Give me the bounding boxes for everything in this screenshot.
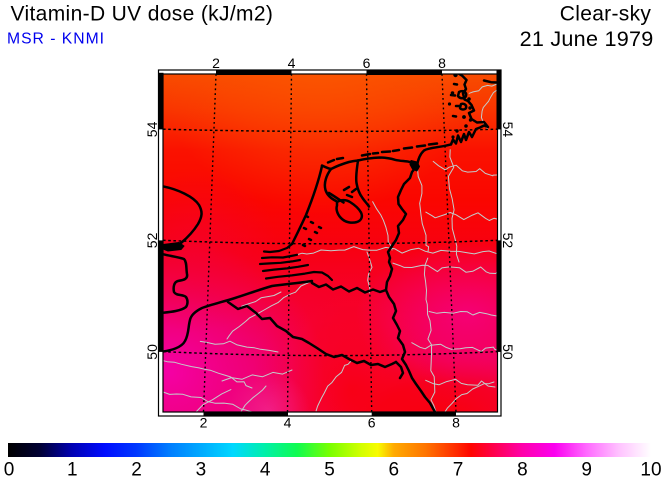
svg-text:10: 10: [640, 460, 661, 480]
svg-text:MSR - KNMI: MSR - KNMI: [7, 30, 105, 47]
svg-text:3: 3: [196, 460, 207, 480]
svg-text:52: 52: [500, 233, 516, 249]
svg-text:6: 6: [389, 460, 400, 480]
svg-text:9: 9: [581, 460, 592, 480]
svg-text:Vitamin-D UV dose (kJ/m2): Vitamin-D UV dose (kJ/m2): [11, 3, 274, 26]
svg-text:1: 1: [67, 460, 78, 480]
svg-text:54: 54: [500, 122, 516, 138]
svg-text:52: 52: [144, 232, 160, 248]
svg-text:5: 5: [324, 460, 335, 480]
svg-text:6: 6: [368, 414, 376, 430]
svg-text:54: 54: [144, 121, 160, 137]
svg-text:2: 2: [131, 460, 142, 480]
svg-text:2: 2: [200, 414, 208, 430]
svg-text:50: 50: [144, 344, 160, 360]
svg-text:4: 4: [284, 414, 292, 430]
svg-text:2: 2: [212, 55, 220, 71]
svg-text:7: 7: [453, 460, 464, 480]
svg-text:21 June 1979: 21 June 1979: [520, 26, 654, 51]
svg-text:0: 0: [4, 460, 15, 480]
svg-text:6: 6: [363, 55, 371, 71]
svg-text:8: 8: [438, 55, 446, 71]
svg-text:4: 4: [260, 460, 271, 480]
svg-text:4: 4: [288, 55, 296, 71]
svg-text:8: 8: [452, 414, 460, 430]
svg-text:50: 50: [500, 344, 516, 360]
svg-text:Clear-sky: Clear-sky: [560, 2, 652, 25]
svg-text:8: 8: [517, 460, 528, 480]
